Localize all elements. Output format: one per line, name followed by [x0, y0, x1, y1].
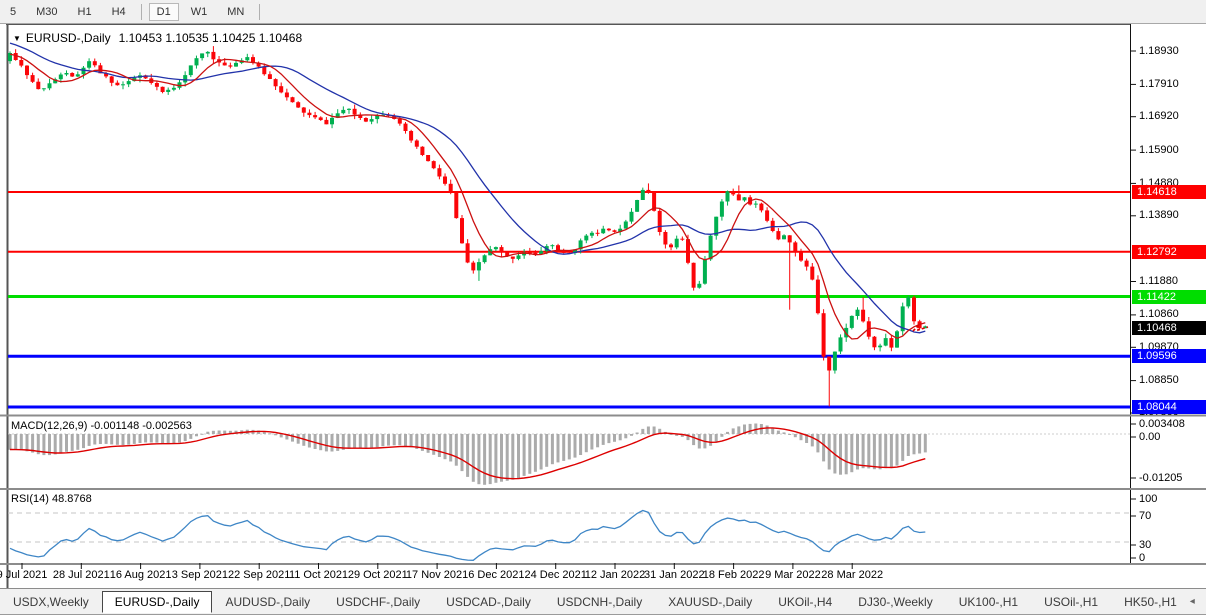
toolbar-separator: [259, 3, 261, 20]
indicator-axis-label: 0.003408: [1139, 417, 1185, 430]
timeframe-button-mn[interactable]: MN: [227, 5, 245, 18]
price-tick-label: 1.10860: [1139, 308, 1179, 321]
price-tick-label: 1.13890: [1139, 209, 1179, 222]
date-tick-label: 9 Jul 2021: [0, 569, 48, 581]
date-tick-label: 22 Sep 2021: [227, 569, 291, 581]
chart-dropdown-icon[interactable]: ▼: [13, 34, 21, 43]
tab-uk100-h1[interactable]: UK100-,H1: [958, 594, 1019, 609]
main-chart-area[interactable]: [8, 25, 1130, 415]
price-tick-label: 1.15900: [1139, 143, 1179, 156]
tab-eurusd-daily[interactable]: EURUSD-,Daily: [101, 590, 213, 613]
price-level-badge-1-12792: 1.12792: [1132, 244, 1206, 259]
rsi-indicator-area[interactable]: [8, 490, 1130, 563]
date-tick-label: 24 Dec 2021: [524, 569, 587, 581]
indicator-axis-label: 30: [1139, 538, 1152, 551]
indicator-axis-label: 100: [1139, 492, 1158, 505]
price-level-badge-1-10468: 1.10468: [1132, 320, 1206, 335]
timeframe-button-h1[interactable]: H1: [77, 5, 92, 18]
tab-usdchf-daily[interactable]: USDCHF-,Daily: [336, 594, 421, 609]
tab-usdcad-daily[interactable]: USDCAD-,Daily: [446, 594, 531, 609]
date-tick-label: 17 Nov 2021: [405, 569, 469, 581]
date-tick-label: 6 Dec 2021: [468, 569, 525, 581]
indicator-axis-label: 0: [1139, 551, 1146, 564]
date-tick-label: 28 Jul 2021: [52, 569, 110, 581]
rsi-label: RSI(14) 48.8768: [11, 493, 92, 505]
date-tick-label: 11 Oct 2021: [288, 569, 349, 581]
chart-symbol-period: EURUSD-,Daily: [25, 31, 111, 45]
chart-ohlc-quote: 1.10453 1.10535 1.10425 1.10468: [118, 31, 303, 45]
price-level-badge-1-14618: 1.14618: [1132, 185, 1206, 199]
rsi-value: 48.8768: [51, 493, 92, 505]
tab-usoil-h1[interactable]: USOil-,H1: [1044, 594, 1099, 609]
chart-title: ▼ EURUSD-,Daily 1.10453 1.10535 1.10425 1.…: [13, 31, 302, 45]
indicator-axis-label: 70: [1139, 509, 1152, 522]
timeframe-button-d1[interactable]: D1: [148, 2, 179, 21]
indicator-axis-label: -0.01205: [1139, 471, 1183, 484]
tab-dj30-weekly[interactable]: DJ30-,Weekly: [858, 594, 933, 609]
date-tick-label: 28 Mar 2022: [821, 569, 884, 581]
date-tick-label: 18 Feb 2022: [702, 569, 765, 581]
tab-scroll-arrows: ◂▸: [1190, 596, 1206, 607]
timeframe-button-m30[interactable]: M30: [36, 5, 58, 18]
tab-usdcnh-daily[interactable]: USDCNH-,Daily: [556, 594, 643, 609]
macd-values: -0.001148 -0.002563: [90, 420, 192, 432]
date-tick-label: 29 Oct 2021: [347, 569, 408, 581]
date-tick-label: 9 Mar 2022: [765, 569, 821, 581]
tab-xauusd-daily[interactable]: XAUUSD-,Daily: [668, 594, 753, 609]
price-tick-label: 1.18930: [1139, 44, 1179, 57]
date-tick-label: 31 Jan 2022: [644, 569, 705, 581]
timeframe-button-5[interactable]: 5: [10, 5, 17, 18]
price-tick-label: 1.11880: [1139, 275, 1178, 288]
price-level-badge-1-11422: 1.11422: [1132, 289, 1206, 304]
price-tick-label: 1.17910: [1139, 77, 1179, 90]
indicator-axis-label: 0.00: [1139, 430, 1161, 443]
price-tick-label: 1.08850: [1139, 374, 1179, 387]
tab-usdx-weekly[interactable]: USDX,Weekly: [13, 594, 89, 609]
timeframe-toolbar: 5 M30 H1 H4 D1 W1 MN: [0, 0, 1206, 24]
timeframe-button-w1[interactable]: W1: [190, 5, 208, 18]
date-tick-label: 3 Sep 2021: [171, 569, 229, 581]
date-tick-label: 12 Jan 2022: [584, 569, 646, 581]
macd-label: MACD(12,26,9) -0.001148 -0.002563: [11, 420, 192, 432]
tab-audusd-daily[interactable]: AUDUSD-,Daily: [225, 594, 311, 609]
price-level-badge-1-08044: 1.08044: [1132, 399, 1206, 414]
date-tick-label: 16 Aug 2021: [109, 569, 172, 581]
tab-hk50-h1[interactable]: HK50-,H1: [1124, 594, 1177, 609]
tab-scroll-left-icon[interactable]: ◂: [1189, 596, 1195, 607]
price-tick-label: 1.16920: [1139, 110, 1179, 123]
tab-ukoil-h4[interactable]: UKOil-,H4: [778, 594, 833, 609]
timeframe-button-h4[interactable]: H4: [111, 5, 126, 18]
symbol-tab-bar: USDX,Weekly EURUSD-,Daily AUDUSD-,Daily USD…: [0, 589, 1206, 615]
toolbar-separator: [140, 3, 142, 20]
price-level-badge-1-09596: 1.09596: [1132, 349, 1206, 364]
